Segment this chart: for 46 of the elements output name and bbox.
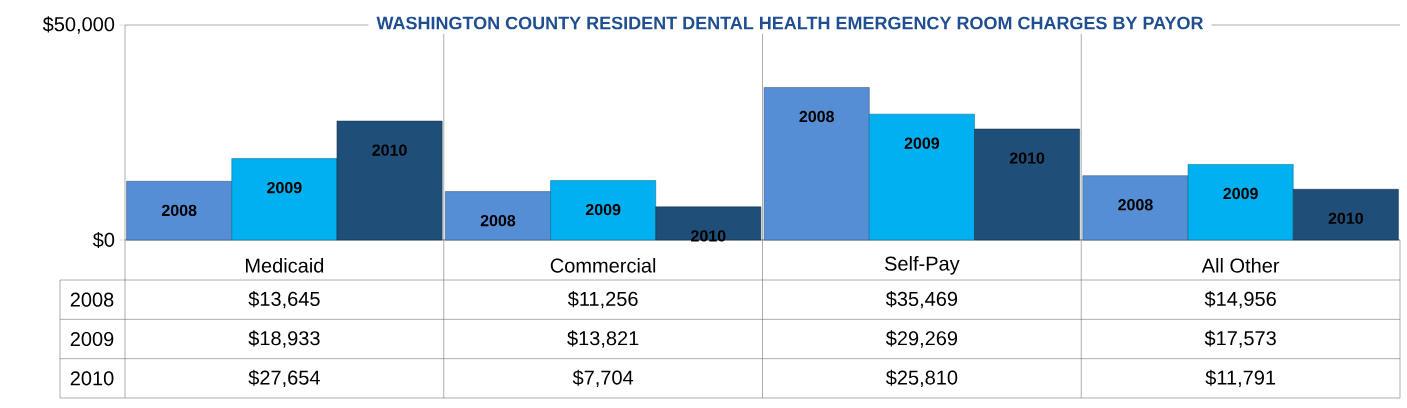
text: 2010 bbox=[1328, 212, 1363, 224]
text: 2008 bbox=[161, 204, 197, 217]
text: 2008 bbox=[1118, 199, 1153, 211]
text: 2008 bbox=[799, 110, 834, 123]
x-tick-label: All Other bbox=[1201, 257, 1280, 273]
bar bbox=[1292, 189, 1399, 241]
data-label: $14,956 bbox=[1204, 290, 1276, 309]
series-label: 2010 bbox=[691, 230, 726, 242]
y-tick-label: $50,000 bbox=[42, 16, 115, 34]
bar bbox=[1187, 164, 1294, 241]
data-label: $13,645 bbox=[248, 290, 320, 309]
data-label: $27,654 bbox=[248, 369, 320, 387]
bar bbox=[869, 113, 975, 241]
bar bbox=[126, 181, 233, 241]
x-tick-label: Commercial bbox=[550, 257, 656, 273]
x-tick-label: Medicaid bbox=[245, 257, 324, 273]
text: 2010 bbox=[372, 144, 407, 156]
bar bbox=[336, 120, 443, 241]
bar bbox=[550, 180, 656, 241]
bar bbox=[231, 158, 338, 241]
bar bbox=[763, 87, 870, 241]
text: 2009 bbox=[904, 137, 940, 149]
y-tick-label: $0 bbox=[92, 231, 115, 249]
series-label: 2008 bbox=[480, 214, 516, 227]
x-tick-label: Self-Pay bbox=[884, 256, 960, 275]
bar bbox=[445, 191, 551, 241]
data-label: $29,269 bbox=[885, 330, 958, 348]
text: 2008 bbox=[70, 292, 114, 307]
data-label: $35,469 bbox=[885, 290, 958, 309]
data-label: $7,704 bbox=[572, 369, 634, 387]
chart-title: WASHINGTON COUNTY RESIDENT DENTAL HEALTH EMERGENCY ROOM CHARGES BY PAYOR bbox=[376, 16, 1204, 30]
text: 2010 bbox=[70, 371, 114, 386]
data-label: $17,573 bbox=[1204, 330, 1276, 348]
text: 2009 bbox=[1223, 187, 1258, 200]
bar bbox=[655, 206, 762, 241]
bar bbox=[1082, 175, 1189, 241]
data-label: $25,810 bbox=[885, 369, 958, 387]
data-label: $18,933 bbox=[248, 330, 320, 348]
text: 2010 bbox=[1009, 152, 1045, 164]
text: 2009 bbox=[70, 331, 114, 347]
text: 2009 bbox=[585, 203, 621, 216]
series-label: 2009 bbox=[267, 181, 302, 194]
data-label: $11,256 bbox=[567, 290, 638, 309]
data-label: $11,791 bbox=[1205, 369, 1276, 387]
bar bbox=[974, 128, 1080, 241]
data-label: $13,821 bbox=[567, 330, 639, 348]
